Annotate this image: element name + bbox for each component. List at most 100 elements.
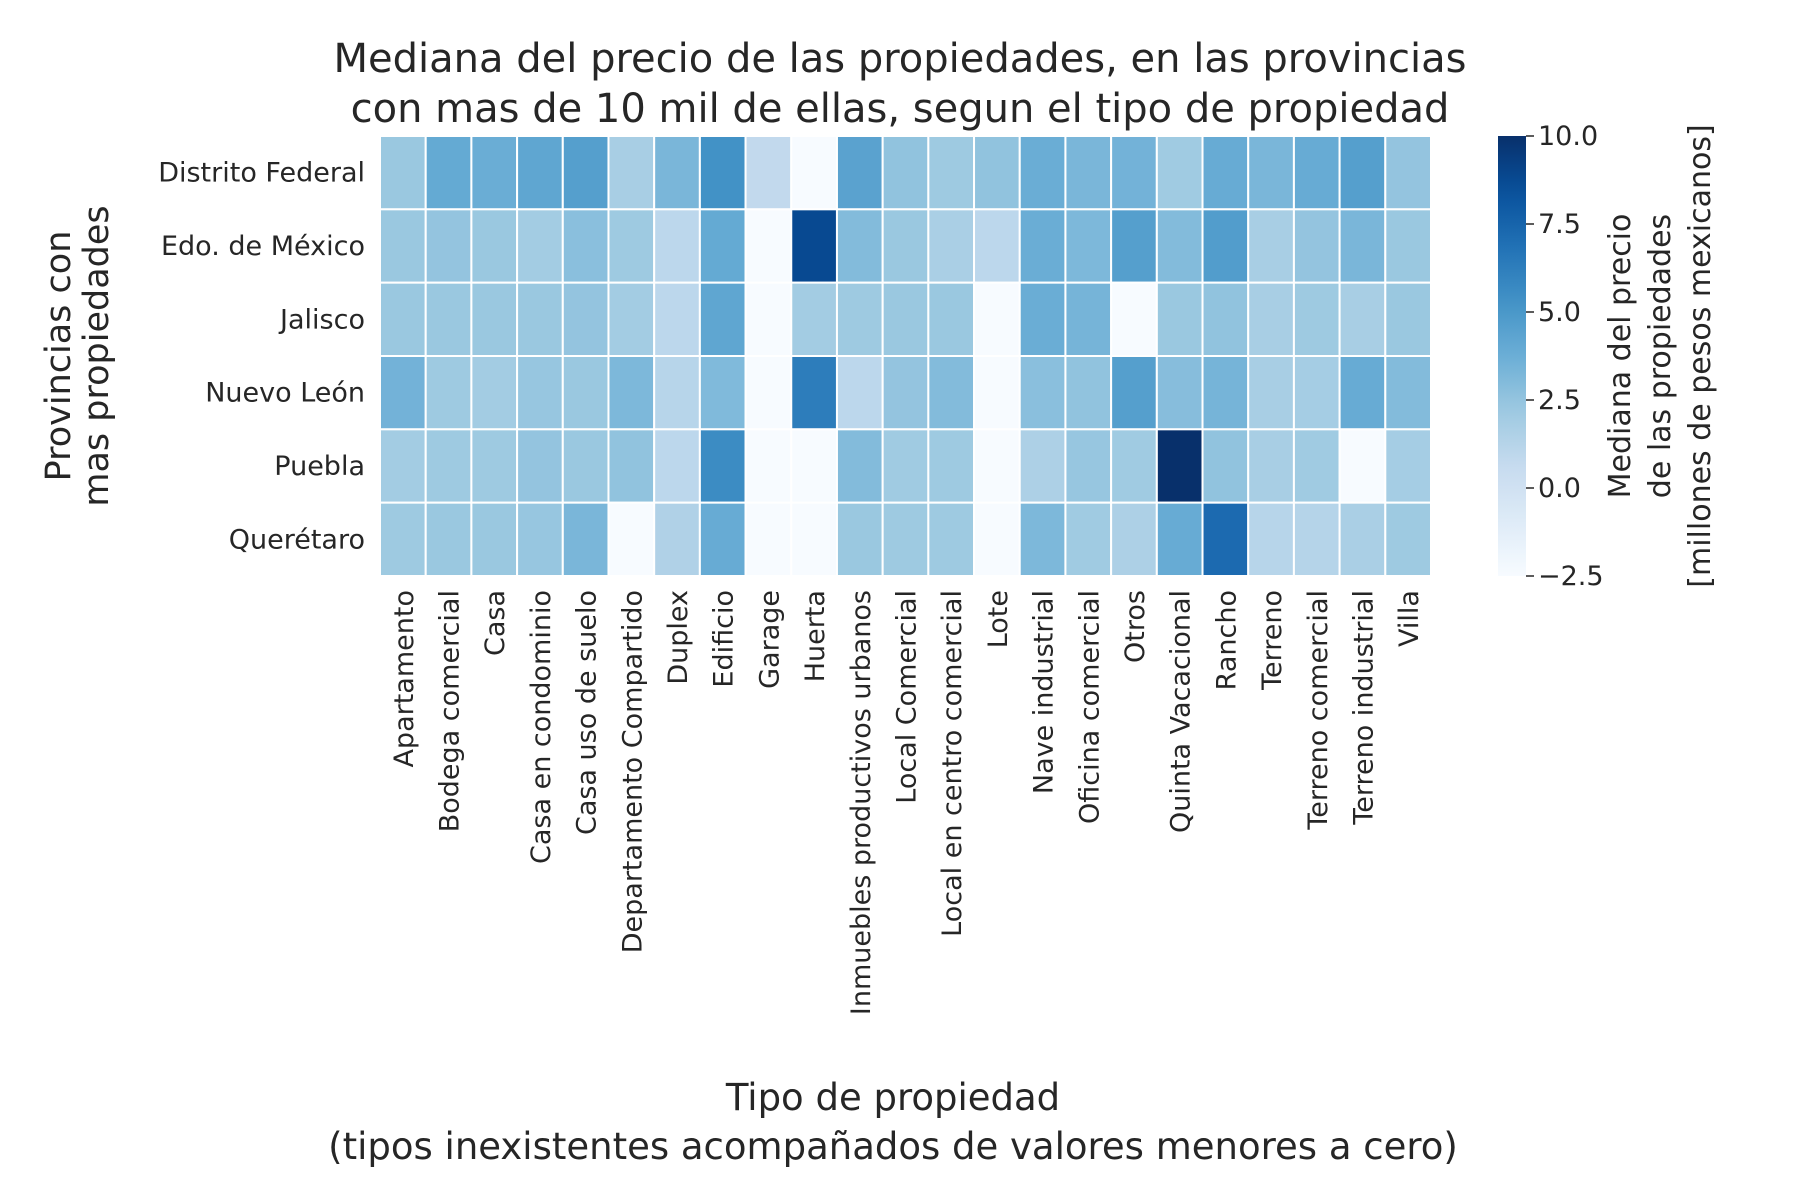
heatmap-cell	[607, 281, 656, 358]
heatmap-cell	[653, 428, 701, 504]
heatmap-cell	[1155, 135, 1204, 211]
heatmap-cell	[607, 501, 656, 578]
heatmap-cell	[1155, 281, 1204, 358]
heatmap-cell	[835, 501, 884, 578]
x-tick-label: Terreno	[1257, 590, 1288, 691]
x-tick-label: Departamento Compartido	[617, 590, 648, 953]
heatmap-cell	[698, 428, 747, 504]
heatmap-cell	[1018, 208, 1067, 284]
x-tick-label: Lote	[983, 590, 1014, 648]
heatmap-cell	[1064, 428, 1113, 504]
x-tick-label: Otros	[1120, 590, 1151, 663]
heatmap-cell	[1247, 355, 1295, 431]
heatmap-cell	[1110, 355, 1158, 431]
heatmap-cell	[1018, 501, 1067, 578]
heatmap-cell	[1247, 135, 1295, 211]
heatmap-cell	[1064, 135, 1113, 211]
heatmap-cell	[424, 428, 473, 504]
heatmap-cell	[1338, 355, 1387, 431]
heatmap-cell	[470, 135, 519, 211]
heatmap-cell	[881, 281, 930, 358]
heatmap-cell	[1338, 281, 1387, 358]
y-axis-label-line: Provincias con	[39, 231, 79, 482]
heatmap-cell	[470, 355, 519, 431]
x-tick-label: Garage	[754, 590, 785, 689]
heatmap-cell	[835, 208, 884, 284]
heatmap-cell	[1338, 501, 1387, 578]
chart-title: Mediana del precio de las propiedades, e…	[334, 36, 1467, 132]
heatmap-cell	[516, 428, 564, 504]
x-tick-label: Duplex	[663, 590, 694, 685]
y-tick-labels: Distrito Federal Edo. de México Jalisco Nue…	[158, 158, 365, 556]
colorbar-label-line: [millones de pesos mexicanos]	[1683, 124, 1718, 587]
x-axis-label: Tipo de propiedad (tipos inexistentes aco…	[328, 1076, 1458, 1168]
colorbar-tick-label: 0.0	[1538, 473, 1581, 504]
heatmap-cell	[698, 501, 747, 578]
heatmap-cell	[1292, 135, 1341, 211]
colorbar-tick-label: 5.0	[1538, 297, 1581, 328]
heatmap-cell	[653, 281, 701, 358]
heatmap-cell	[1247, 428, 1295, 504]
x-tick-label: Nave industrial	[1029, 590, 1060, 794]
heatmap-cell	[561, 501, 610, 578]
heatmap-cell	[973, 135, 1021, 211]
heatmap-cell	[1292, 208, 1341, 284]
heatmap-cell	[1201, 281, 1250, 358]
heatmap-cell	[1292, 428, 1341, 504]
x-tick-label: Rancho	[1211, 590, 1242, 690]
colorbar-tick-label: −2.5	[1538, 561, 1604, 592]
heatmap-cell	[516, 208, 564, 284]
heatmap-cell	[1247, 281, 1295, 358]
x-tick-label: Local Comercial	[892, 590, 923, 804]
heatmap-cell	[561, 428, 610, 504]
heatmap-cell	[1201, 428, 1250, 504]
heatmap-cell	[561, 281, 610, 358]
heatmap-cell	[1110, 428, 1158, 504]
heatmap-cell	[607, 208, 656, 284]
heatmap-cell	[973, 355, 1021, 431]
heatmap-cell	[379, 281, 427, 358]
heatmap-cell	[927, 135, 976, 211]
heatmap-cell	[607, 428, 656, 504]
heatmap-cell	[698, 135, 747, 211]
y-tick-label: Querétaro	[229, 524, 365, 555]
x-tick-labels: Apartamento Bodega comercial Casa Casa en c…	[389, 590, 1425, 1015]
heatmap-cell	[1201, 501, 1250, 578]
heatmap-cell	[1155, 355, 1204, 431]
heatmap-cell	[790, 355, 838, 431]
heatmap-cell	[1110, 135, 1158, 211]
x-axis-label-line: Tipo de propiedad	[725, 1076, 1060, 1119]
colorbar	[1498, 136, 1526, 576]
heatmap-cells	[379, 135, 1433, 578]
heatmap-cell	[835, 135, 884, 211]
colorbar-gradient	[1498, 136, 1526, 576]
chart-title-line: con mas de 10 mil de ellas, segun el tip…	[351, 86, 1450, 132]
heatmap-cell	[1064, 281, 1113, 358]
heatmap-cell	[744, 428, 793, 504]
heatmap-cell	[881, 208, 930, 284]
heatmap-cell	[607, 355, 656, 431]
colorbar-tick-label: 10.0	[1538, 121, 1598, 152]
heatmap-cell	[881, 501, 930, 578]
heatmap-cell	[973, 281, 1021, 358]
heatmap-cell	[790, 208, 838, 284]
heatmap-cell	[1292, 501, 1341, 578]
heatmap-cell	[516, 501, 564, 578]
heatmap-cell	[1292, 355, 1341, 431]
heatmap-cell	[1064, 355, 1113, 431]
colorbar-label-line: Mediana del precio	[1603, 214, 1638, 499]
x-tick-label: Casa uso de suelo	[572, 590, 603, 835]
x-tick-label: Huerta	[800, 590, 831, 682]
y-tick-label: Nuevo León	[205, 378, 365, 409]
heatmap-cell	[835, 355, 884, 431]
colorbar-label-line: de las propiedades	[1643, 214, 1678, 498]
heatmap-cell	[1338, 208, 1387, 284]
x-axis-label-line: (tipos inexistentes acompañados de valor…	[328, 1125, 1458, 1168]
heatmap-cell	[1384, 355, 1433, 431]
heatmap-cell	[835, 281, 884, 358]
heatmap-cell	[790, 428, 838, 504]
colorbar-label: Mediana del precio de las propiedades [mil…	[1603, 124, 1718, 587]
heatmap-cell	[424, 208, 473, 284]
